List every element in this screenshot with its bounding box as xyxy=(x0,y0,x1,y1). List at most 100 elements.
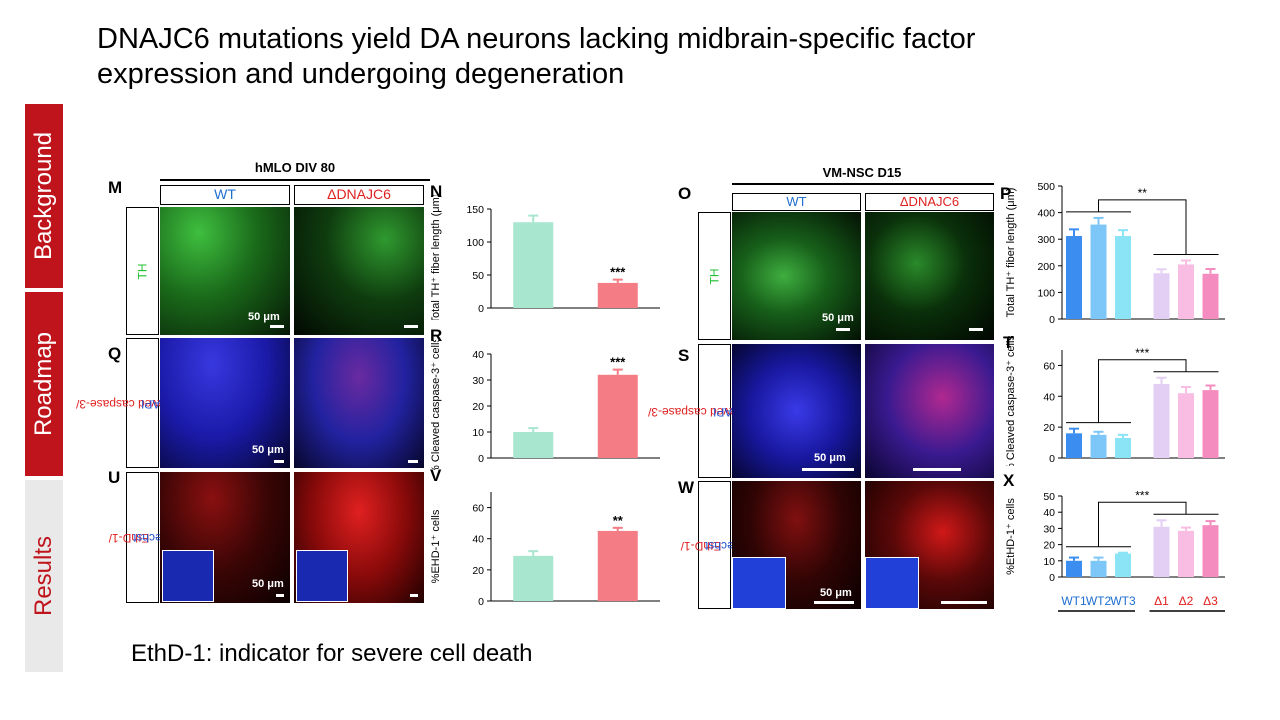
chart-x: %EtHD-1⁺ cells 0 10 20 30 40 50 *** WT1 WT2 WT3 Δ1 Δ… xyxy=(1005,488,1225,612)
bar xyxy=(597,282,638,308)
hmlo-row-ethd: EthD-1/Hoechst xyxy=(109,472,178,603)
bar xyxy=(1090,560,1107,577)
y-axis-label: Total TH⁺ fiber length (μm) xyxy=(1005,188,1017,318)
hmlo-row-th: TH xyxy=(126,207,159,335)
scale-bar xyxy=(270,325,284,328)
bar xyxy=(1090,434,1107,458)
bar xyxy=(513,432,554,458)
nav-results-tab[interactable]: Results xyxy=(25,480,63,672)
hmlo-row-caspase: Cleaved caspase-3/DAPI xyxy=(76,338,183,468)
bar xyxy=(1202,273,1219,319)
y-tick-label: 50 xyxy=(1043,491,1055,503)
y-tick-label: 20 xyxy=(1043,540,1055,552)
micrograph-vmnsc-wt-ethd: 50 μm xyxy=(732,481,861,609)
y-tick-label: 20 xyxy=(472,565,484,577)
nav-background-tab[interactable]: Background xyxy=(25,104,63,288)
inset-hoechst xyxy=(296,550,348,602)
vmnsc-row-caspase: Cleaved caspase-3/DAPI xyxy=(648,344,755,478)
micrograph-hmlo-mut-ethd xyxy=(294,472,424,603)
significance-label: ** xyxy=(613,513,624,528)
bar xyxy=(1115,236,1131,319)
panel-label-o: O xyxy=(678,184,692,203)
panel-label-n: N xyxy=(430,182,443,201)
slide-title-line1: DNAJC6 mutations yield DA neurons lackin… xyxy=(97,23,976,55)
y-tick-label: 0 xyxy=(478,453,484,465)
slide-title: DNAJC6 mutations yield DA neurons lackin… xyxy=(97,22,975,92)
y-tick-label: 50 xyxy=(472,270,484,282)
bar xyxy=(513,555,554,601)
bar xyxy=(597,530,638,601)
y-tick-label: 40 xyxy=(1043,391,1055,403)
micrograph-hmlo-mut-th xyxy=(294,207,424,335)
scale-label: 50 μm xyxy=(248,311,280,323)
vmnsc-header: VM-NSC D15 xyxy=(822,165,902,180)
nav-roadmap-tab[interactable]: Roadmap xyxy=(25,292,63,476)
scale-bar xyxy=(276,594,284,597)
inset-hoechst xyxy=(732,557,786,609)
bar xyxy=(1153,526,1170,577)
vmnsc-row-th-label: TH xyxy=(707,268,721,284)
scale-bar xyxy=(408,460,418,463)
micrograph-vmnsc-mut-ethd xyxy=(865,481,994,609)
y-tick-label: 300 xyxy=(1037,234,1055,246)
bar xyxy=(1202,390,1219,458)
nav-background-label: Background xyxy=(30,131,57,261)
y-tick-label: 500 xyxy=(1037,181,1055,193)
significance-label: ** xyxy=(1138,186,1148,200)
hmlo-header: hMLO DIV 80 xyxy=(254,160,336,175)
y-axis-label: % Cleaved caspase-3⁺ cells xyxy=(430,340,442,470)
panel-label-t: T xyxy=(1003,333,1014,352)
y-axis-label: %EHD-1⁺ cells xyxy=(430,509,442,583)
slide-note: EthD-1: indicator for severe cell death xyxy=(131,640,533,667)
y-tick-label: 0 xyxy=(1049,453,1055,465)
category-label: Δ3 xyxy=(1203,594,1218,608)
scale-bar xyxy=(274,460,284,463)
y-tick-label: 10 xyxy=(472,427,484,439)
significance-bracket xyxy=(1098,359,1187,423)
y-tick-label: 100 xyxy=(466,237,484,249)
y-tick-label: 60 xyxy=(472,503,484,515)
nav-results-label: Results xyxy=(30,535,57,617)
scale-label: 50 μm xyxy=(820,587,852,599)
vmnsc-col-mut: ΔDNAJC6 xyxy=(865,193,994,211)
bar xyxy=(1153,383,1170,458)
bar xyxy=(597,374,638,458)
chart-r: % Cleaved caspase-3⁺ cells 0 10 20 30 40 *** xyxy=(430,340,660,470)
bar xyxy=(513,222,554,308)
category-label: WT3 xyxy=(1110,594,1136,608)
panel-label-v: V xyxy=(430,466,442,485)
y-tick-label: 0 xyxy=(478,596,484,608)
hmlo-row-th-label: TH xyxy=(135,263,149,279)
scale-bar xyxy=(941,601,987,604)
y-tick-label: 100 xyxy=(1037,287,1055,299)
scale-label: 50 μm xyxy=(252,578,284,590)
micrograph-vmnsc-wt-th: 50 μm xyxy=(732,212,861,340)
significance-label: *** xyxy=(1135,488,1149,502)
y-tick-label: 30 xyxy=(472,375,484,387)
scale-label: 50 μm xyxy=(814,452,846,464)
y-tick-label: 30 xyxy=(1043,523,1055,535)
nav-roadmap-label: Roadmap xyxy=(30,331,57,437)
panel-label-m: M xyxy=(108,178,123,197)
vmnsc-row-th: TH xyxy=(698,212,731,340)
scale-label: 50 μm xyxy=(252,444,284,456)
y-tick-label: 40 xyxy=(472,349,484,361)
y-tick-label: 150 xyxy=(466,204,484,216)
vmnsc-header-rule xyxy=(732,183,994,185)
y-tick-label: 40 xyxy=(472,534,484,546)
bar xyxy=(1178,264,1194,319)
y-axis-label: %EtHD-1⁺ cells xyxy=(1005,498,1017,575)
y-tick-label: 20 xyxy=(1043,422,1055,434)
y-tick-label: 0 xyxy=(478,303,484,315)
slide-title-line2: expression and undergoing degeneration xyxy=(97,58,625,90)
bar xyxy=(1153,273,1170,319)
bar xyxy=(1115,437,1131,458)
y-tick-label: 400 xyxy=(1037,208,1055,220)
y-axis-label: % Cleaved caspase-3⁺ cells xyxy=(1005,336,1017,466)
y-axis-label: Total TH⁺ fiber length (μm) xyxy=(430,195,442,320)
scale-bar xyxy=(802,468,854,471)
hmlo-header-rule xyxy=(160,179,430,181)
category-label: Δ1 xyxy=(1154,594,1169,608)
chart-p: Total TH⁺ fiber length (μm) 0 100 200 300 400… xyxy=(1005,181,1225,326)
